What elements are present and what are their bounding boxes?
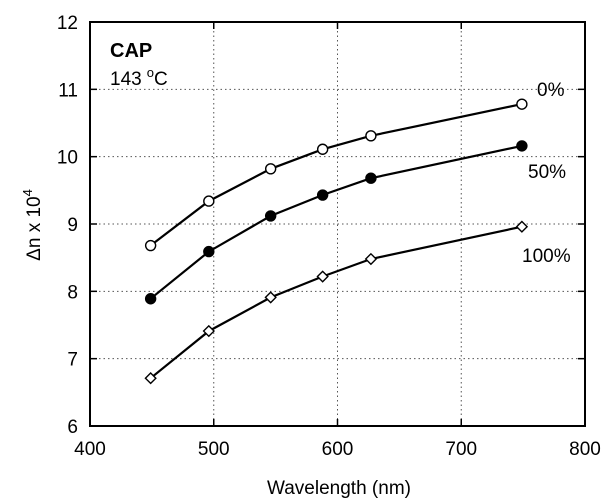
y-tick-label: 8 <box>67 282 78 303</box>
data-point <box>202 324 215 338</box>
y-tick-label: 12 <box>57 13 78 34</box>
data-point <box>144 293 157 305</box>
temperature-label: 143 oC <box>110 65 168 90</box>
y-axis-title-main: Δn x 10 <box>24 196 45 260</box>
series-line-1 <box>149 144 523 300</box>
data-point <box>516 98 528 110</box>
data-point <box>264 210 277 222</box>
y-axis-title-exponent: 4 <box>20 189 35 196</box>
series-label-50: 50% <box>528 162 566 183</box>
series-label-0: 0% <box>537 80 565 101</box>
data-point <box>365 130 377 142</box>
tick-layer: 400 500 600 700 800 6 7 8 9 10 11 12 <box>57 13 601 460</box>
data-point <box>515 220 529 233</box>
data-point <box>364 252 378 266</box>
data-point <box>316 189 329 201</box>
y-tick-label: 9 <box>67 215 78 236</box>
data-point <box>316 143 329 155</box>
x-tick-label: 500 <box>198 439 230 460</box>
x-tick-label: 800 <box>569 439 601 460</box>
data-point <box>264 291 277 304</box>
series-line-0 <box>149 103 523 247</box>
material-label: CAP <box>110 40 152 62</box>
x-tick-label: 400 <box>74 439 106 460</box>
series-label-100: 100% <box>522 246 571 267</box>
x-tick-label: 600 <box>322 439 354 460</box>
temperature-value: 143 <box>110 69 142 90</box>
y-axis-title: Δn x 104 <box>20 189 45 261</box>
y-axis-title-group: Δn x 104 <box>20 189 45 261</box>
y-tick-label: 10 <box>57 148 78 169</box>
y-tick-label: 7 <box>67 350 78 371</box>
y-tick-label: 11 <box>58 80 78 101</box>
gridlines <box>90 22 585 426</box>
series-line-2 <box>149 225 523 380</box>
temperature-unit: C <box>154 69 168 90</box>
y-tick-label: 6 <box>67 417 78 438</box>
data-point <box>144 239 157 252</box>
data-point <box>516 140 528 152</box>
series-layer <box>144 98 529 385</box>
data-point <box>203 245 215 258</box>
x-tick-label: 700 <box>445 439 477 460</box>
data-point <box>144 372 157 385</box>
data-point <box>365 172 377 184</box>
x-axis-title: Wavelength (nm) <box>267 478 411 499</box>
data-point <box>316 270 329 283</box>
data-point <box>264 163 277 175</box>
data-point <box>203 195 215 207</box>
temperature-degree: o <box>147 65 154 80</box>
